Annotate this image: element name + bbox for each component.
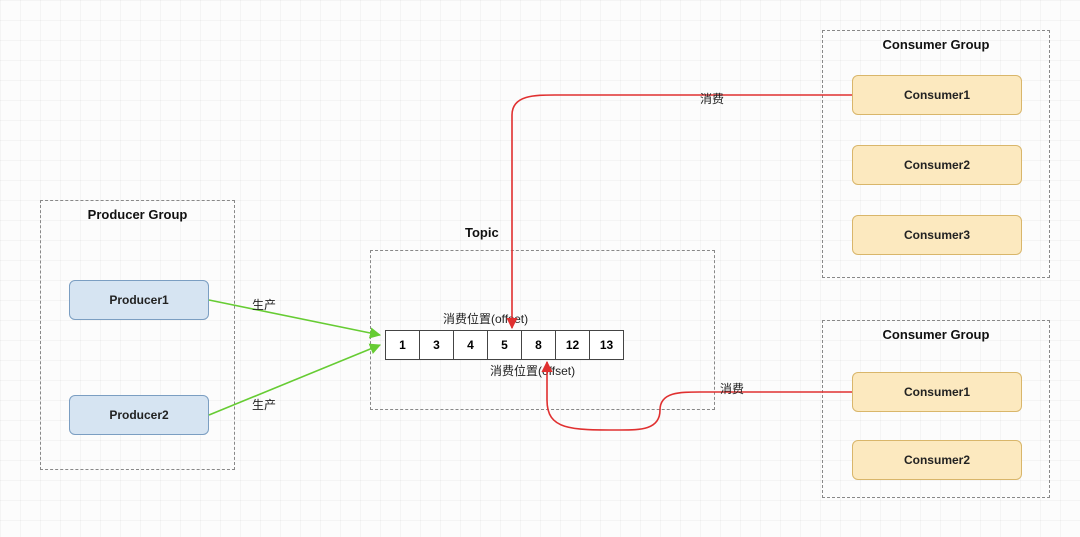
producer-2-node: Producer2 xyxy=(69,395,209,435)
queue-cell: 8 xyxy=(521,330,556,360)
producer-1-node: Producer1 xyxy=(69,280,209,320)
queue-cell: 13 xyxy=(589,330,624,360)
topic-queue: 1 3 4 5 8 12 13 xyxy=(385,330,624,360)
edge-label-ca1: 消费 xyxy=(700,90,724,107)
queue-cell: 4 xyxy=(453,330,488,360)
edge-label-p2: 生产 xyxy=(252,396,276,413)
consumer-b1-label: Consumer1 xyxy=(904,385,970,399)
diagram-stage: Producer Group Producer1 Producer2 Topic… xyxy=(0,0,1080,537)
offset-label-bottom: 消费位置(offset) xyxy=(490,362,575,379)
consumer-a3-label: Consumer3 xyxy=(904,228,970,242)
consumer-a1-node: Consumer1 xyxy=(852,75,1022,115)
consumer-b2-node: Consumer2 xyxy=(852,440,1022,480)
producer-1-label: Producer1 xyxy=(109,293,168,307)
consumer-a1-label: Consumer1 xyxy=(904,88,970,102)
edge-label-cb1: 消费 xyxy=(720,380,744,397)
producer-group-title: Producer Group xyxy=(41,207,234,222)
consumer-a2-node: Consumer2 xyxy=(852,145,1022,185)
queue-cell: 3 xyxy=(419,330,454,360)
edge-label-p1: 生产 xyxy=(252,296,276,313)
queue-cell: 12 xyxy=(555,330,590,360)
queue-cell: 5 xyxy=(487,330,522,360)
queue-cell: 1 xyxy=(385,330,420,360)
consumer-a3-node: Consumer3 xyxy=(852,215,1022,255)
consumer-a2-label: Consumer2 xyxy=(904,158,970,172)
consumer-b1-node: Consumer1 xyxy=(852,372,1022,412)
consumer-b2-label: Consumer2 xyxy=(904,453,970,467)
consumer-group-a-title: Consumer Group xyxy=(823,37,1049,52)
producer-2-label: Producer2 xyxy=(109,408,168,422)
topic-title: Topic xyxy=(465,225,499,240)
offset-label-top: 消费位置(offset) xyxy=(443,310,528,327)
consumer-group-b-title: Consumer Group xyxy=(823,327,1049,342)
